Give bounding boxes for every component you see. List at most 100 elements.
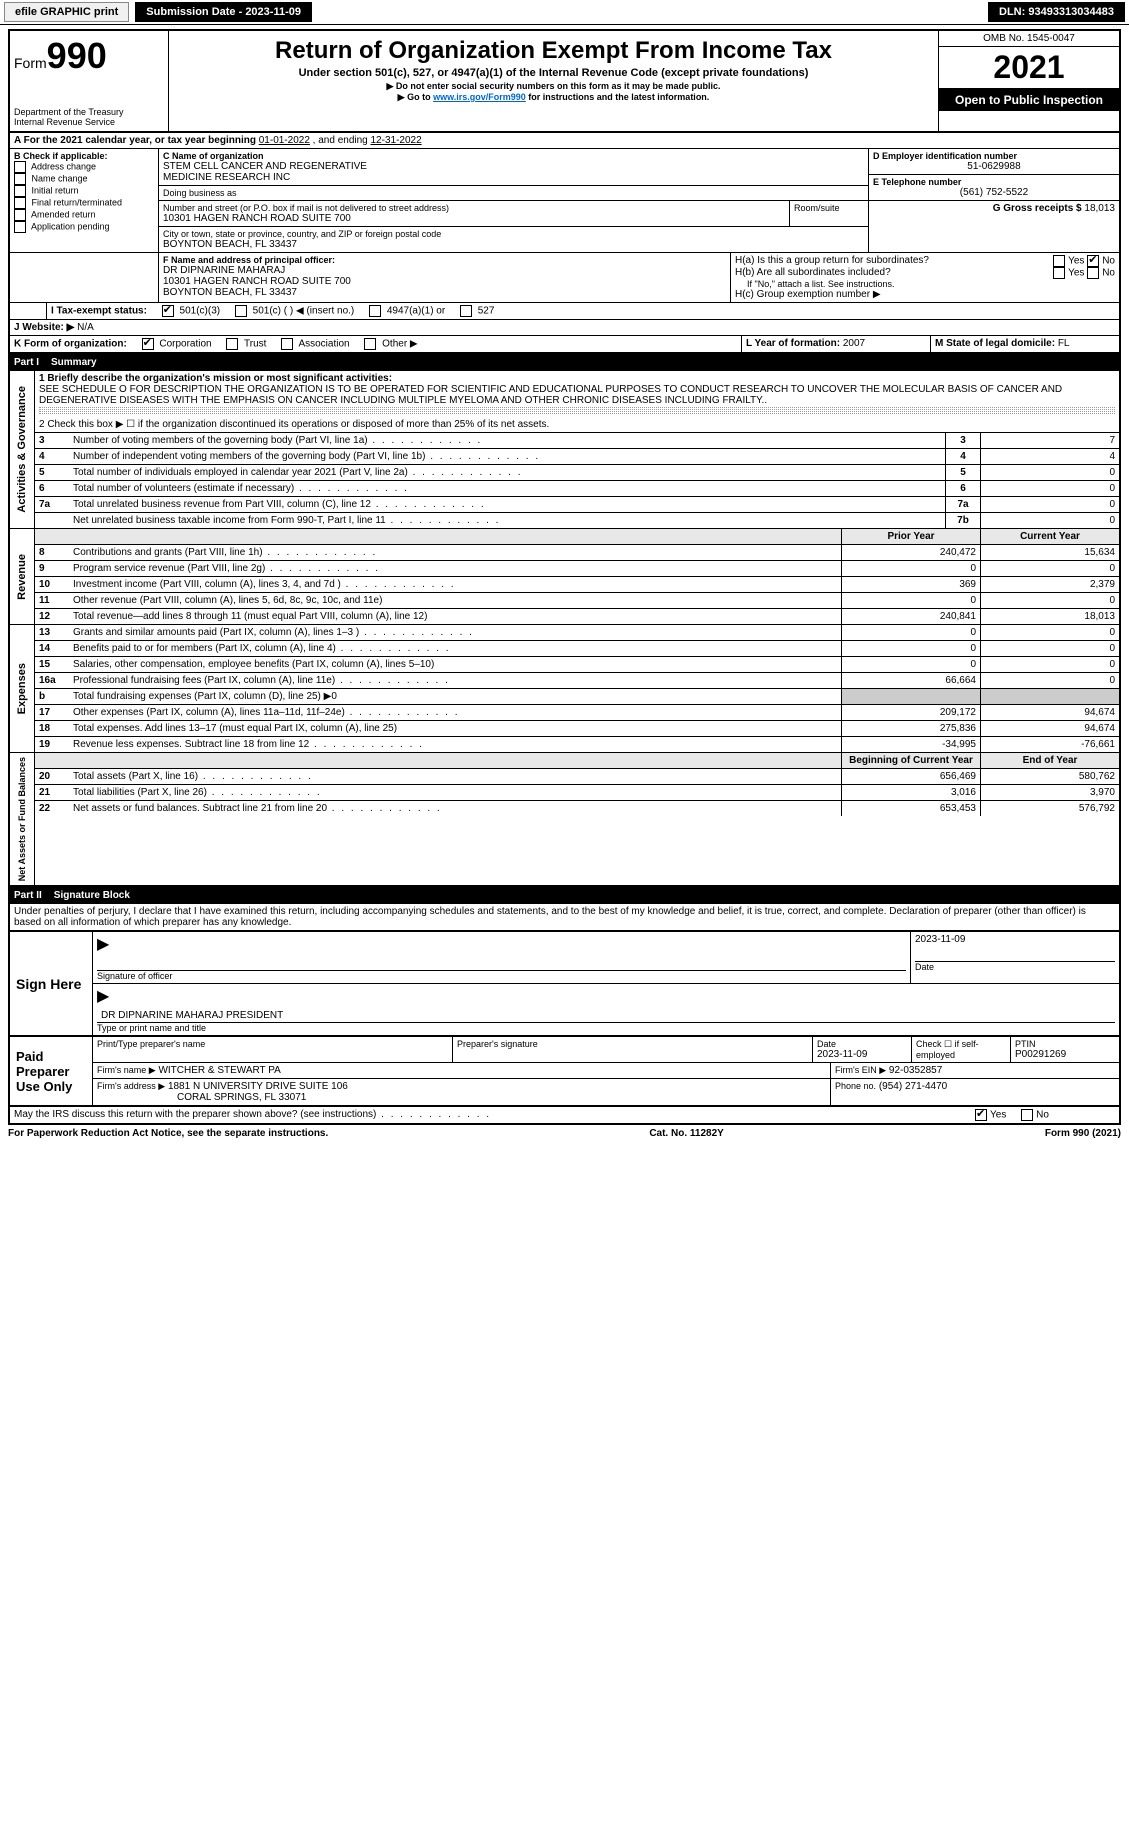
net-assets-table: Beginning of Current YearEnd of Year 20T… [35, 753, 1119, 816]
may-irs-yes: Yes [990, 1110, 1006, 1121]
subtitle-3: ▶ Go to www.irs.gov/Form990 for instruct… [177, 92, 930, 103]
prep-name-label: Print/Type preparer's name [97, 1039, 448, 1049]
form-header: Form990 Department of the Treasury Inter… [8, 29, 1121, 133]
firm-name: WITCHER & STEWART PA [158, 1065, 280, 1076]
arrow-icon: ▶ [97, 936, 109, 953]
period-row: A For the 2021 calendar year, or tax yea… [8, 133, 1121, 149]
rev8-curr: 15,634 [981, 545, 1120, 561]
efile-label: efile GRAPHIC print [4, 2, 129, 22]
ha-yes-checkbox[interactable] [1053, 255, 1065, 267]
box-j-label: J Website: ▶ [14, 322, 74, 333]
na-col2: End of Year [981, 753, 1120, 769]
rev10-prior: 369 [842, 577, 981, 593]
opt-501c: 501(c) ( ) ◀ (insert no.) [253, 306, 355, 317]
box-b-option: Amended return [14, 209, 154, 221]
hb-no-checkbox[interactable] [1087, 267, 1099, 279]
firm-ein: 92-0352857 [889, 1065, 942, 1076]
box-e-label: E Telephone number [873, 177, 1115, 187]
ha-row: H(a) Is this a group return for subordin… [735, 255, 1115, 267]
exp15-curr: 0 [981, 657, 1120, 673]
col-prior: Prior Year [842, 529, 981, 545]
instructions-link[interactable]: www.irs.gov/Form990 [433, 92, 526, 102]
box-i-label: I Tax-exempt status: [51, 306, 147, 317]
officer-block: F Name and address of principal officer:… [8, 252, 1121, 303]
submission-date-button[interactable]: Submission Date - 2023-11-09 [135, 2, 312, 22]
may-irs-text: May the IRS discuss this return with the… [10, 1107, 971, 1123]
sig-date-label: Date [915, 962, 1115, 972]
trust-checkbox[interactable] [226, 338, 238, 350]
officer-name: DR DIPNARINE MAHARAJ [163, 265, 726, 276]
line6-text: Total number of volunteers (estimate if … [69, 481, 946, 497]
assoc-checkbox[interactable] [281, 338, 293, 350]
expb-curr-shade [981, 689, 1120, 705]
box-g-label: G Gross receipts $ [993, 203, 1085, 214]
box-b-checkbox[interactable] [14, 173, 26, 185]
corp-checkbox[interactable] [142, 338, 154, 350]
box-l-label: L Year of formation: [746, 338, 843, 349]
yes-label: Yes [1068, 256, 1084, 267]
exp13-curr: 0 [981, 625, 1120, 641]
527-checkbox[interactable] [460, 305, 472, 317]
box-b-checkbox[interactable] [14, 161, 26, 173]
footer-mid: Cat. No. 11282Y [649, 1128, 723, 1139]
box-b-option: Name change [14, 173, 154, 185]
arrow-icon-2: ▶ [97, 988, 109, 1005]
ha-label: H(a) Is this a group return for subordin… [735, 255, 929, 267]
exp15-prior: 0 [842, 657, 981, 673]
may-irs-yes-checkbox[interactable] [975, 1109, 987, 1121]
other-checkbox[interactable] [364, 338, 376, 350]
firm-addr1: 1881 N UNIVERSITY DRIVE SUITE 106 [168, 1081, 348, 1092]
hb-note: If "No," attach a list. See instructions… [747, 279, 1115, 289]
goto-pre: ▶ Go to [398, 92, 433, 102]
mission-text: SEE SCHEDULE O FOR DESCRIPTION THE ORGAN… [39, 384, 1115, 406]
subtitle-2: ▶ Do not enter social security numbers o… [177, 81, 930, 92]
footer-left: For Paperwork Reduction Act Notice, see … [8, 1128, 328, 1139]
4947-checkbox[interactable] [369, 305, 381, 317]
box-b-label: B Check if applicable: [14, 151, 154, 161]
box-b-checkbox[interactable] [14, 197, 26, 209]
line4-val: 4 [981, 449, 1120, 465]
addr-label: Number and street (or P.O. box if mail i… [163, 203, 785, 213]
col-current: Current Year [981, 529, 1120, 545]
box-b-checkbox[interactable] [14, 209, 26, 221]
expenses-side-label: Expenses [14, 659, 30, 718]
501c-checkbox[interactable] [235, 305, 247, 317]
gross-receipts-value: 18,013 [1084, 203, 1115, 214]
rev11-prior: 0 [842, 593, 981, 609]
hb-yes-checkbox[interactable] [1053, 267, 1065, 279]
klm-row: K Form of organization: Corporation Trus… [8, 336, 1121, 354]
exp13-text: Grants and similar amounts paid (Part IX… [69, 625, 842, 641]
line3-text: Number of voting members of the governin… [69, 433, 946, 449]
officer-addr2: BOYNTON BEACH, FL 33437 [163, 287, 726, 298]
firm-addr2: CORAL SPRINGS, FL 33071 [177, 1092, 826, 1103]
tax-status-row: I Tax-exempt status: 501(c)(3) 501(c) ( … [8, 303, 1121, 320]
hc-row: H(c) Group exemption number ▶ [735, 289, 1115, 300]
org-name-2: MEDICINE RESEARCH INC [163, 172, 864, 183]
sig-date-val: 2023-11-09 [915, 934, 1115, 945]
prep-sig-label: Preparer's signature [457, 1039, 808, 1049]
form-prefix: Form [14, 55, 47, 71]
part-2-header: Part II Signature Block [8, 887, 1121, 904]
prep-date-label: Date [817, 1039, 907, 1049]
firm-phone-label: Phone no. [835, 1081, 876, 1091]
part-2-title: Signature Block [54, 890, 130, 901]
rev12-text: Total revenue—add lines 8 through 11 (mu… [69, 609, 842, 625]
website-row: J Website: ▶ N/A [8, 320, 1121, 336]
may-irs-no-checkbox[interactable] [1021, 1109, 1033, 1121]
hb-row: H(b) Are all subordinates included? Yes … [735, 267, 1115, 279]
hb-label: H(b) Are all subordinates included? [735, 267, 891, 279]
rev10-curr: 2,379 [981, 577, 1120, 593]
ha-no-checkbox[interactable] [1087, 255, 1099, 267]
firm-ein-label: Firm's EIN ▶ [835, 1065, 886, 1075]
form-number: Form990 [14, 35, 164, 77]
na22-prior: 653,453 [842, 801, 981, 817]
box-b-checkbox[interactable] [14, 185, 26, 197]
501c3-checkbox[interactable] [162, 305, 174, 317]
entity-block: B Check if applicable: Address change Na… [8, 149, 1121, 252]
opt-501c3: 501(c)(3) [180, 306, 221, 317]
box-b-checkbox[interactable] [14, 221, 26, 233]
exp19-curr: -76,661 [981, 737, 1120, 753]
footer-right: Form 990 (2021) [1045, 1128, 1121, 1139]
tax-year: 2021 [939, 47, 1119, 89]
box-m-label: M State of legal domicile: [935, 338, 1058, 349]
